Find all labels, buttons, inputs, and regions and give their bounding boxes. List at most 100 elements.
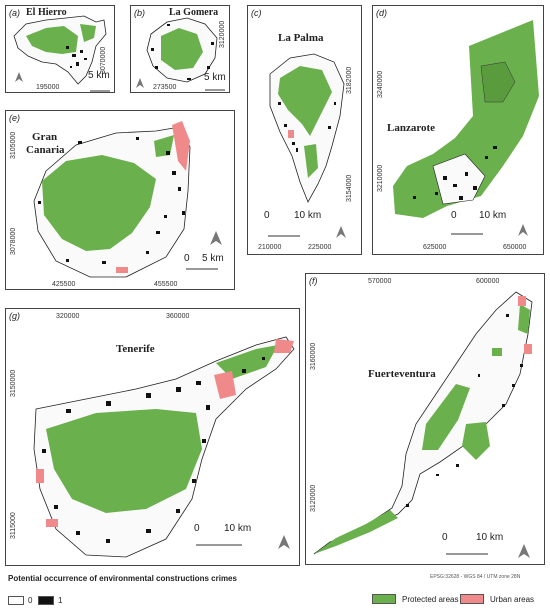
x-coordinate: 225000 (308, 244, 332, 251)
crime-cells (278, 102, 336, 152)
protected-area (462, 422, 490, 460)
epsg-note: EPSG:32628 - WGS 84 / UTM zone 28N (430, 574, 521, 580)
protected-area (161, 28, 203, 70)
panel-gran-canaria: (e) Gran Canaria 3105000 3078000 0 5 km … (5, 110, 235, 290)
urban-area (288, 130, 294, 138)
protected-area (26, 26, 78, 54)
scale-label: 10 km (224, 523, 252, 534)
y-coordinate: 3182000 (346, 66, 353, 94)
y-coordinate: 3150000 (10, 369, 17, 397)
scale-label: 10 km (479, 210, 507, 221)
protected-area (518, 304, 530, 334)
panel-la-palma: (c) La Palma 3182000 3154000 0 10 km 210… (247, 5, 362, 255)
north-arrow-icon (336, 226, 346, 238)
la-palma-map (268, 53, 346, 238)
x-coordinate: 425500 (52, 281, 76, 288)
north-arrow-icon (518, 224, 528, 236)
scale-label: 5 km (88, 70, 110, 81)
panel-la-gomera: (b) La Gomera 273500 3120000 5 km (130, 5, 230, 93)
x-coordinate: 455500 (154, 281, 178, 288)
crime-cells (406, 314, 523, 507)
crime-cells (42, 357, 265, 543)
legend-swatch-1 (38, 596, 54, 605)
scale-zero: 0 (442, 532, 448, 543)
urban-area (214, 371, 236, 399)
scale-zero: 0 (451, 210, 457, 221)
urban-area (518, 296, 526, 306)
north-arrow-icon (518, 544, 530, 558)
y-coordinate: 3210000 (377, 164, 384, 192)
protected-area (278, 66, 332, 136)
x-coordinate: 600000 (476, 278, 500, 285)
x-coordinate: 650000 (503, 244, 527, 251)
crime-cells (38, 137, 185, 264)
x-coordinate: 195000 (36, 84, 60, 91)
x-coordinate: 360000 (166, 313, 190, 320)
panel-label: (e) (9, 113, 20, 123)
island-name: El Hierro (26, 7, 67, 18)
legend-title: Potential occurrence of environmental co… (8, 574, 237, 583)
urban-area (36, 469, 44, 483)
panel-lanzarote: (d) Lanzarote 3240000 3210000 0 10 km 62… (372, 5, 544, 255)
y-coordinate: 3240000 (377, 70, 384, 98)
urban-area (524, 344, 532, 354)
x-coordinate: 570000 (368, 278, 392, 285)
y-coordinate: 3120000 (219, 20, 226, 48)
protected-area (46, 409, 202, 513)
protected-area (314, 510, 398, 554)
fuerteventura-outline (313, 291, 533, 555)
y-coordinate: 3120000 (310, 484, 317, 512)
urban-area (116, 267, 128, 273)
north-arrow-icon (15, 72, 23, 82)
island-name: La Palma (278, 32, 324, 44)
urban-area (274, 339, 294, 353)
legend-swatch-urban (460, 594, 484, 604)
y-coordinate: 3115000 (10, 512, 17, 539)
tenerife-map (33, 336, 295, 558)
panel-label: (a) (9, 8, 20, 18)
panel-label: (f) (309, 276, 318, 286)
protected-area (304, 144, 318, 178)
panel-el-hierro: (a) El Hierro 195000 3070000 5 km (5, 5, 115, 93)
lanzarote-interior (432, 153, 486, 205)
urban-area (172, 121, 190, 171)
panel-fuerteventura: (f) Fuerteventura 570000 600000 3160000 … (305, 273, 545, 565)
y-coordinate: 3160000 (310, 342, 317, 370)
x-coordinate: 625000 (423, 244, 447, 251)
island-name: Tenerife (116, 343, 155, 355)
urban-area (46, 519, 58, 527)
y-coordinate: 3154000 (346, 174, 353, 202)
scale-zero: 0 (194, 523, 200, 534)
protected-area (42, 155, 156, 251)
protected-area (80, 24, 96, 42)
lanzarote-map (393, 20, 539, 236)
legend-label-0: 0 (28, 596, 33, 605)
protected-area (216, 345, 278, 379)
legend-label-protected: Protected areas (402, 595, 459, 604)
legend-swatch-0 (8, 596, 24, 605)
scale-zero: 0 (184, 253, 190, 264)
fuerteventura-map (313, 291, 533, 558)
panel-label: (g) (9, 311, 20, 321)
island-name: Lanzarote (387, 122, 436, 134)
legend-label-urban: Urban areas (490, 595, 535, 604)
legend-swatch-protected (372, 594, 396, 604)
island-name: La Gomera (169, 7, 219, 18)
scale-label: 10 km (476, 532, 504, 543)
crime-cells (151, 24, 214, 80)
x-coordinate: 210000 (258, 244, 282, 251)
island-name: Fuerteventura (368, 368, 436, 380)
panel-label: (d) (376, 8, 387, 18)
crime-cells (66, 46, 87, 68)
el-hierro-map (13, 15, 110, 92)
north-arrow-icon (136, 78, 144, 88)
north-arrow-icon (210, 231, 222, 245)
island-name-line1: Gran (32, 131, 58, 143)
island-name-line2: Canaria (26, 144, 65, 156)
scale-label: 5 km (204, 72, 226, 83)
north-arrow-icon (278, 535, 290, 549)
scale-label: 10 km (294, 210, 322, 221)
x-coordinate: 320000 (56, 313, 80, 320)
panel-tenerife: (g) Tenerife 320000 360000 3150000 31150… (5, 308, 300, 566)
la-gomera-map (136, 17, 225, 91)
